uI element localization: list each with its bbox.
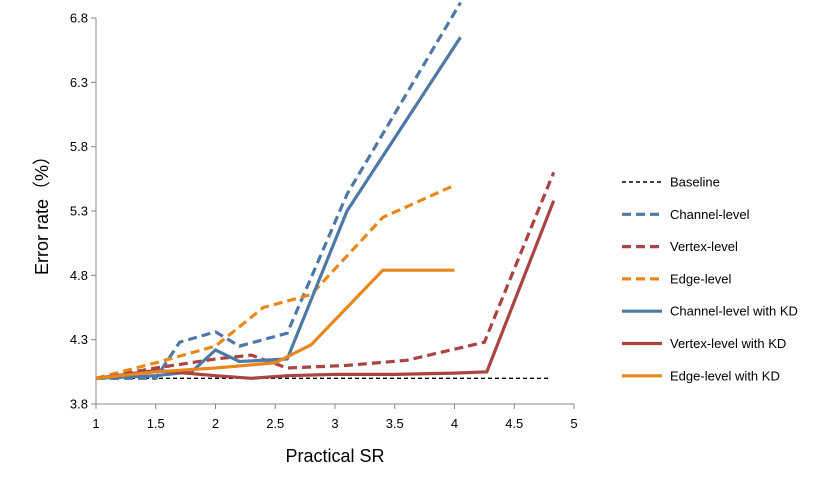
series-line-edge-level-with-kd — [95, 268, 455, 380]
x-tick-label: 4 — [451, 416, 458, 431]
y-tick-label: 4.3 — [70, 332, 88, 347]
y-tick-label: 6.8 — [70, 11, 88, 26]
x-tick-label: 3 — [331, 416, 338, 431]
x-axis-title: Practical SR — [285, 446, 384, 466]
y-tick-label: 3.8 — [70, 397, 88, 412]
series-line-vertex-level — [95, 171, 556, 380]
legend-label-channel-level-with-kd: Channel-level with KD — [670, 304, 798, 319]
x-tick-label: 1 — [92, 416, 99, 431]
series-line-edge-level — [95, 183, 456, 380]
x-tick-label: 2.5 — [266, 416, 284, 431]
x-tick-label: 4.5 — [505, 416, 523, 431]
y-tick-label: 5.8 — [70, 139, 88, 154]
series-line-channel-level-with-kd — [95, 36, 462, 380]
legend-label-baseline: Baseline — [670, 175, 720, 190]
x-tick-label: 5 — [570, 416, 577, 431]
legend-label-edge-level-with-kd: Edge-level with KD — [670, 368, 780, 383]
y-tick-label: 4.8 — [70, 268, 88, 283]
chart-axes: 3.8 4.3 4.8 5.3 5.8 6.3 6.8 1 1.5 2 2.5 3 3.5 4 4.5 5 — [70, 11, 578, 432]
legend-label-channel-level: Channel-level — [670, 207, 750, 222]
plot-series — [95, 1, 556, 380]
series-line-vertex-level-with-kd — [95, 200, 556, 380]
x-tick-label: 3.5 — [386, 416, 404, 431]
x-tick-label: 1.5 — [147, 416, 165, 431]
y-axis-title: Error rate（%） — [32, 147, 52, 275]
legend: Baseline Channel-level Vertex-level Edge-le… — [622, 175, 798, 383]
series-line-channel-level — [96, 1, 462, 380]
y-tick-label: 6.3 — [70, 75, 88, 90]
x-tick-label: 2 — [212, 416, 219, 431]
legend-label-vertex-level: Vertex-level — [670, 239, 738, 254]
legend-label-edge-level: Edge-level — [670, 271, 732, 286]
legend-label-vertex-level-with-kd: Vertex-level with KD — [670, 336, 786, 351]
y-tick-label: 5.3 — [70, 204, 88, 219]
